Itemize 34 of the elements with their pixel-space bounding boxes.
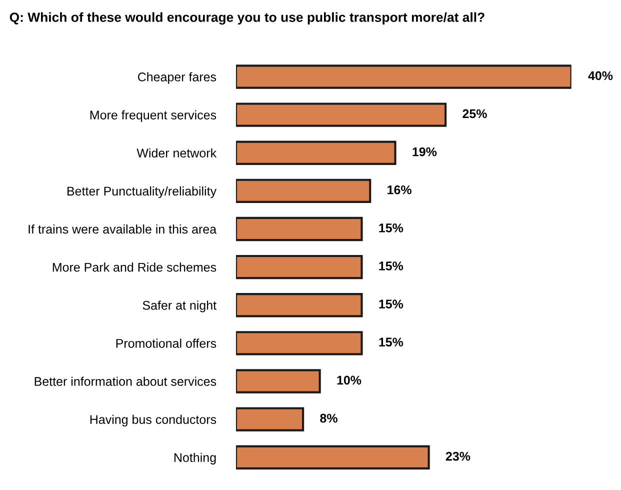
- y-tick-label: More Park and Ride schemes: [52, 262, 216, 272]
- y-tick-label: Having bus conductors: [90, 414, 216, 426]
- bar: [236, 331, 363, 356]
- bar: [236, 445, 430, 470]
- y-tick-label: Better information about services: [34, 376, 216, 386]
- bar: [236, 254, 363, 280]
- data-label: 16%: [388, 185, 412, 194]
- y-tick-label: Nothing: [174, 452, 216, 464]
- y-tick-label: More frequent services: [90, 110, 216, 122]
- y-tick-label: Safer at night: [142, 300, 216, 312]
- bar: [236, 407, 304, 432]
- y-tick-label: Better Punctuality/reliability: [68, 186, 217, 198]
- data-label: 8%: [320, 414, 338, 423]
- bar: [236, 293, 363, 318]
- bar: [236, 178, 372, 204]
- y-tick-label: Cheaper fares: [138, 72, 216, 84]
- data-label: 19%: [412, 147, 437, 156]
- bar: [236, 216, 363, 242]
- data-label: 15%: [379, 338, 404, 347]
- bar: [236, 369, 321, 394]
- y-tick-label: If trains were available in this area: [28, 224, 217, 234]
- data-label: 10%: [337, 376, 362, 385]
- bar: [236, 64, 572, 89]
- data-label: 15%: [379, 262, 404, 270]
- data-label: 15%: [379, 300, 404, 308]
- y-tick-label: Wider network: [136, 148, 217, 158]
- chart-title: Q: Which of these would encourage you to use public transport more/at all?: [10, 12, 484, 25]
- data-label: 25%: [462, 109, 487, 118]
- bar: [236, 102, 447, 127]
- data-label: 23%: [446, 452, 470, 461]
- data-label: 40%: [588, 71, 613, 80]
- data-label: 15%: [379, 224, 404, 232]
- bar: [236, 140, 396, 165]
- y-tick-label: Promotional offers: [116, 338, 216, 348]
